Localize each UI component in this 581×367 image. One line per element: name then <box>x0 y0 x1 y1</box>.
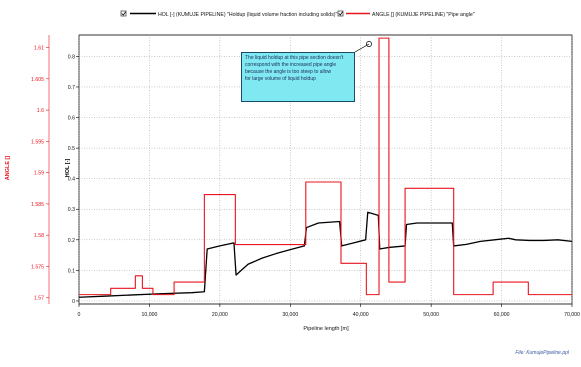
x-tick-label: 0 <box>78 312 81 318</box>
series-line-hol <box>78 211 573 298</box>
x-tick-label: 10,000 <box>141 312 157 318</box>
right-axis-title: HOL [-] <box>65 159 71 178</box>
x-tick-label: 20,000 <box>212 312 228 318</box>
hol-tick-label: 0.1 <box>68 268 75 274</box>
hol-tick-label: 0 <box>72 299 75 305</box>
hol-tick-label: 0.7 <box>68 85 75 91</box>
hol-tick-label: 0.6 <box>68 116 75 122</box>
legend-label-angle: ANGLE [] (KUMUJE PIPELINE) "Pipe angle" <box>372 12 475 18</box>
x-tick-label: 70,000 <box>564 312 580 318</box>
x-axis-title: Pipeline length [m] <box>303 326 349 332</box>
left-tick-label: 1.59 <box>34 171 44 177</box>
series-line-angle <box>79 37 572 296</box>
axes-layer: 0 10,000 20,000 30,000 40,000 50,000 60,000 70,… <box>31 35 580 318</box>
annotation-line: for large volume of liquid holdup <box>245 76 316 82</box>
series-layer <box>78 37 573 298</box>
x-tick-label: 50,000 <box>423 312 439 318</box>
legend-checkbox-angle[interactable] <box>337 10 344 17</box>
legend: HOL [-] (KUMUJE PIPELINE) "Holdup (liqui… <box>120 10 475 18</box>
legend-checkbox-hol[interactable] <box>120 10 127 17</box>
hol-tick-label: 0.3 <box>68 207 75 213</box>
hol-tick-label: 0.5 <box>68 146 75 152</box>
x-tick-label: 30,000 <box>282 312 298 318</box>
left-tick-label: 1.57 <box>34 296 44 302</box>
annotation-box: The liquid holdup at this pipe section d… <box>241 52 355 102</box>
hol-tick-label: 0.4 <box>68 177 75 183</box>
annotation-line: correspond with the increased pipe angle <box>245 62 337 68</box>
file-name: File: KumujePipeline.ppl <box>515 350 569 356</box>
hol-tick-label: 0.2 <box>68 238 75 244</box>
x-tick-label: 60,000 <box>494 312 510 318</box>
x-tick-label: 40,000 <box>353 312 369 318</box>
left-tick-label: 1.58 <box>34 233 44 239</box>
left-tick-label: 1.61 <box>34 46 44 52</box>
left-tick-label: 1.605 <box>31 77 44 83</box>
annotation-line: The liquid holdup at this pipe section d… <box>245 55 344 61</box>
left-tick-label: 1.575 <box>31 264 44 270</box>
left-tick-label: 1.595 <box>31 139 44 145</box>
legend-label-hol: HOL [-] (KUMUJE PIPELINE) "Holdup (liqui… <box>158 12 338 18</box>
left-tick-label: 1.585 <box>31 202 44 208</box>
hol-tick-label: 0.8 <box>68 54 75 60</box>
annotation-line: because the angle is too steep to allow <box>245 69 332 75</box>
left-tick-label: 1.6 <box>37 108 44 114</box>
annotation-target-marker <box>366 41 372 47</box>
left-axis-title: ANGLE [] <box>5 156 11 181</box>
